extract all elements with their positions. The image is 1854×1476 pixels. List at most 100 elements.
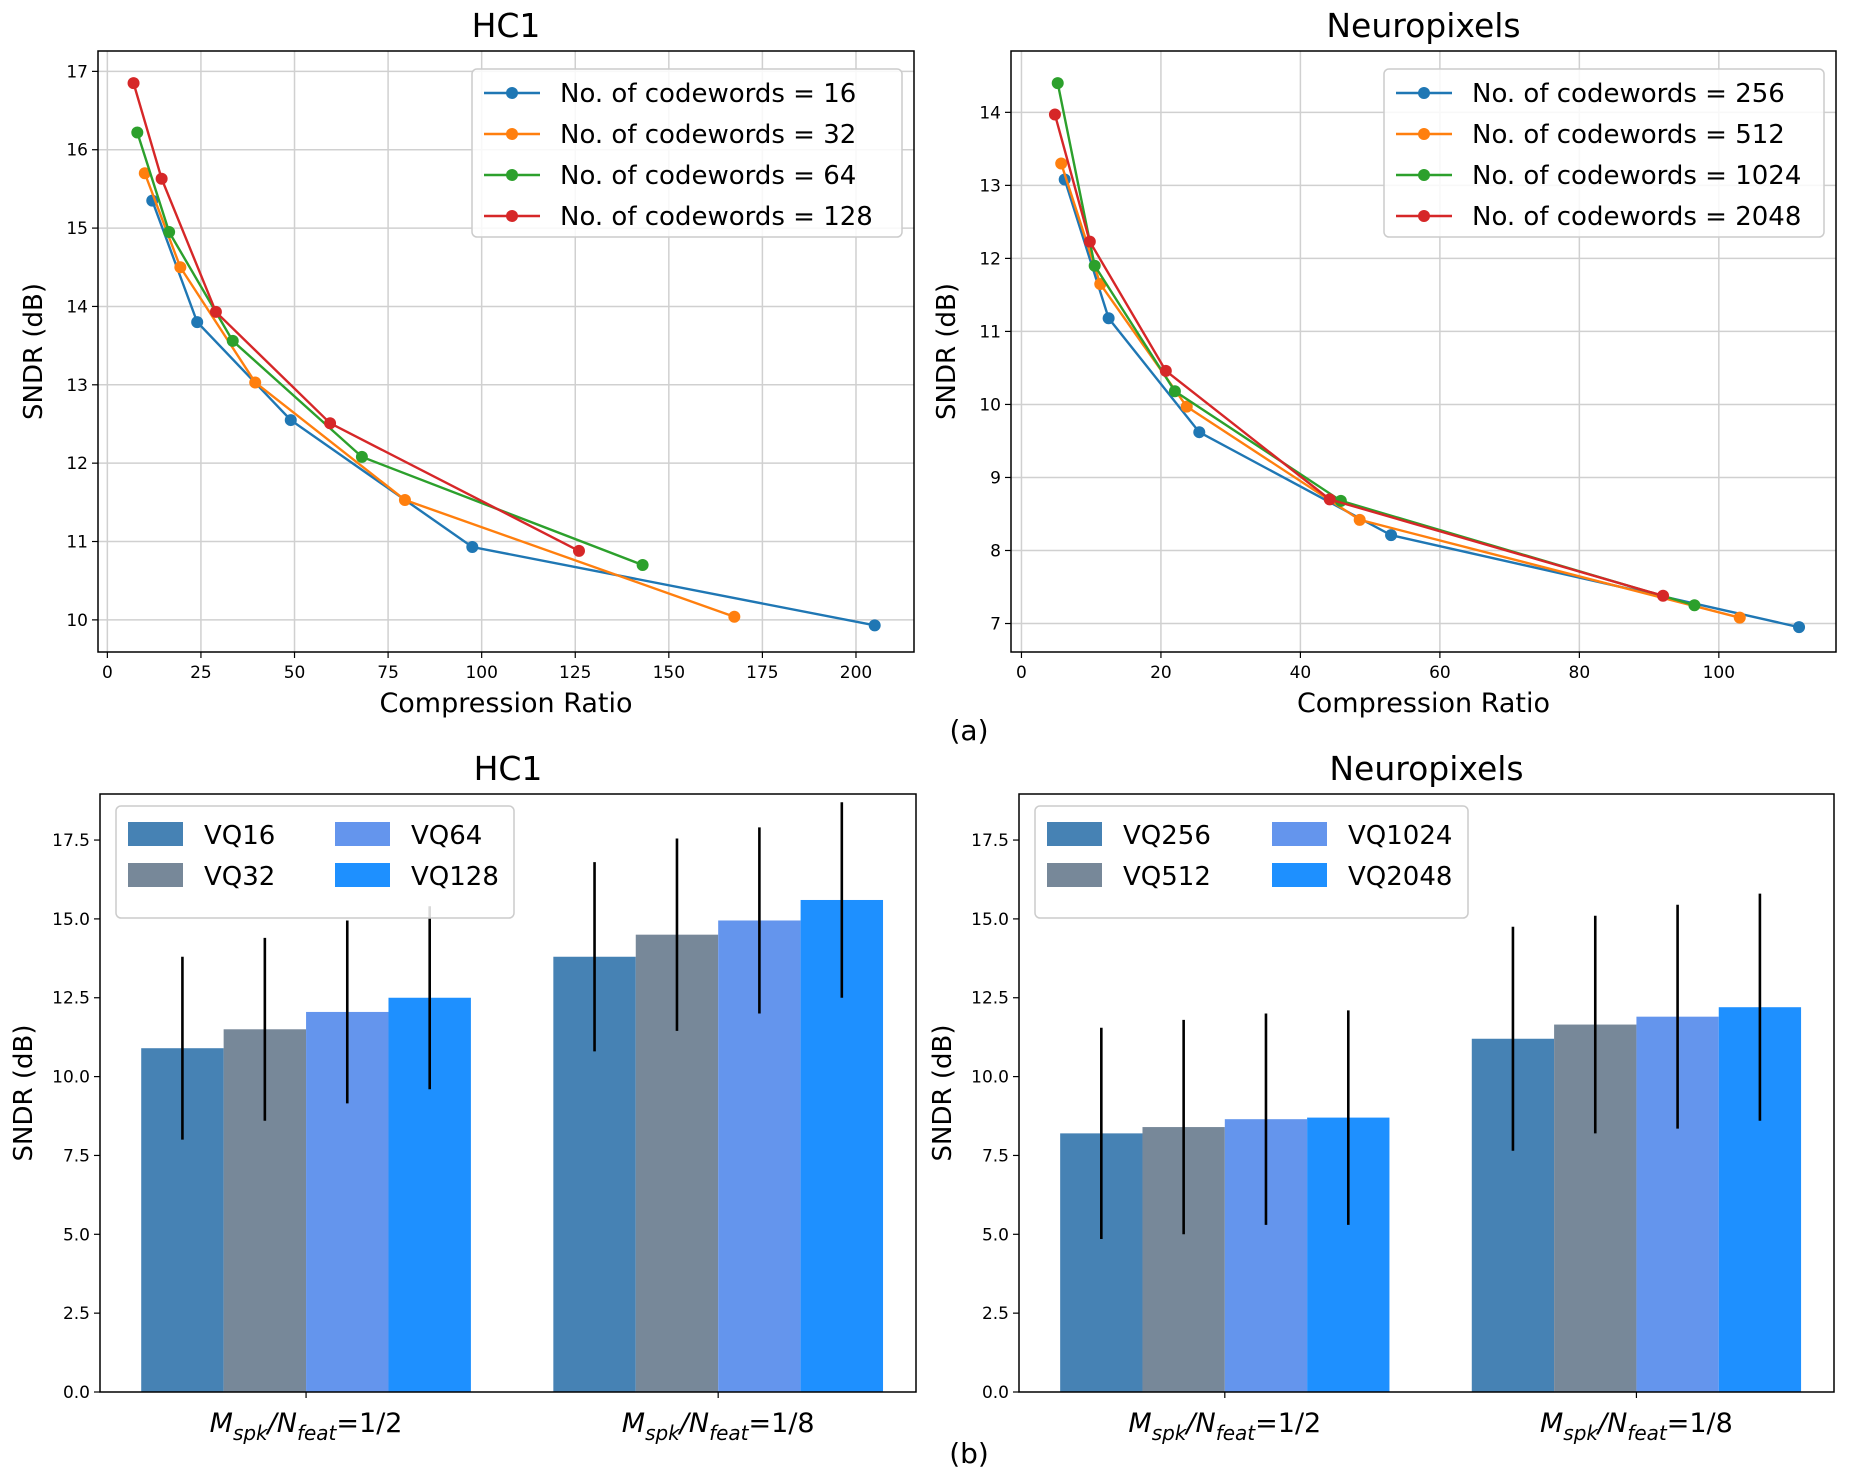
- chart-3: HC1 SNDR (dB) 0.0 2.5 5.0 7.5 10.0 12.5 15.0 17.5…: [9, 749, 917, 1445]
- y-tick-label: 12.5: [971, 989, 1009, 1009]
- legend-swatch: [128, 822, 183, 846]
- legend-marker: [506, 169, 518, 181]
- data-point: [1051, 77, 1064, 90]
- data-point: [572, 544, 585, 557]
- x-tick-label: 25: [190, 663, 212, 683]
- chart-title: HC1: [474, 749, 543, 788]
- legend: No. of codewords = 256 No. of codewords =…: [1383, 68, 1825, 238]
- legend-entry: VQ512: [1123, 862, 1211, 892]
- legend-swatch: [1272, 822, 1327, 846]
- y-tick-label: 14: [979, 103, 1001, 123]
- y-tick-label: 16: [66, 141, 88, 161]
- legend-swatch: [335, 822, 390, 846]
- data-point: [1353, 513, 1366, 526]
- x-tick-label-part: /N: [1184, 1408, 1215, 1439]
- y-tick-label: 13: [979, 176, 1001, 196]
- data-point: [636, 559, 649, 572]
- x-tick-label-part: M: [1128, 1408, 1151, 1439]
- x-tick-label: 100: [1703, 663, 1735, 683]
- axes-frame: [97, 50, 915, 653]
- y-tick-label: 11: [66, 533, 88, 553]
- legend-marker: [1418, 169, 1430, 181]
- legend-entry: No. of codewords = 32: [560, 120, 856, 150]
- series-line-1: [151, 200, 875, 627]
- x-tick-label-part: /N: [1596, 1408, 1627, 1439]
- legend-swatch: [128, 863, 183, 887]
- x-tick-label-part: /N: [266, 1408, 297, 1439]
- y-axis-label: SNDR (dB): [932, 283, 962, 420]
- y-tick-label: 9: [990, 468, 1001, 488]
- legend-entry: No. of codewords = 128: [560, 202, 873, 232]
- y-tick-label: 17.5: [971, 831, 1009, 851]
- legend-entry: VQ256: [1123, 821, 1211, 851]
- x-tick-label: 175: [746, 663, 778, 683]
- series-line-1: [1063, 179, 1800, 629]
- legend-frame: [471, 68, 903, 238]
- x-tick-label: 0: [1016, 663, 1027, 683]
- x-tick-label-part: M: [210, 1408, 233, 1439]
- legend-entry: No. of codewords = 2048: [1472, 202, 1801, 232]
- x-tick-label-part: =1/8: [749, 1408, 815, 1439]
- x-tick-label-part: M: [1540, 1408, 1563, 1439]
- y-tick-label: 0.0: [63, 1383, 90, 1403]
- x-tick-label-part: /N: [678, 1408, 709, 1439]
- legend-marker: [506, 128, 518, 140]
- y-tick-label: 7.5: [63, 1146, 90, 1166]
- data-point: [728, 610, 741, 623]
- y-tick-label: 14: [66, 297, 88, 317]
- data-point: [1102, 312, 1115, 325]
- y-axis-label: SNDR (dB): [928, 1025, 958, 1162]
- x-tick-label: 40: [1290, 663, 1312, 683]
- x-tick-label-part: feat: [1216, 1421, 1257, 1445]
- y-tick-label: 5.0: [63, 1225, 90, 1245]
- data-point: [324, 417, 337, 430]
- data-point: [1048, 108, 1061, 121]
- x-tick-label-part: =1/2: [1255, 1408, 1321, 1439]
- legend-entry: No. of codewords = 64: [560, 161, 856, 191]
- legend-entry: VQ2048: [1348, 862, 1452, 892]
- legend-entry: No. of codewords = 16: [560, 79, 856, 109]
- data-point: [226, 334, 239, 347]
- legend-frame: [115, 805, 515, 919]
- y-tick-label: 12.5: [52, 989, 90, 1009]
- x-axis-label: Compression Ratio: [379, 688, 632, 719]
- chart-title: Neuropixels: [1329, 749, 1523, 788]
- x-tick-label-part: spk: [1152, 1421, 1188, 1445]
- x-tick-label-part: M: [622, 1408, 645, 1439]
- y-axis-label: SNDR (dB): [19, 283, 49, 420]
- chart-2: Neuropixels SNDR (dB) 0 20 40 60 80 100 7 8 9 10 11 1…: [932, 6, 1837, 719]
- data-point: [174, 261, 187, 274]
- x-tick-label: 50: [284, 663, 306, 683]
- y-tick-label: 12: [979, 249, 1001, 269]
- legend-marker: [506, 87, 518, 99]
- legend-marker: [1418, 128, 1430, 140]
- data-point: [1159, 364, 1172, 377]
- data-point: [466, 541, 479, 554]
- y-tick-label: 2.5: [982, 1304, 1009, 1324]
- y-tick-label: 12: [66, 454, 88, 474]
- x-tick-label-part: spk: [233, 1421, 269, 1445]
- y-tick-label: 7.5: [982, 1146, 1009, 1166]
- data-point: [355, 450, 368, 463]
- y-axis-label: SNDR (dB): [9, 1025, 39, 1162]
- x-tick-label: 125: [559, 663, 591, 683]
- chart-title: HC1: [472, 6, 541, 45]
- data-point: [1793, 621, 1806, 634]
- axes-frame: [1010, 50, 1837, 653]
- legend-marker: [506, 210, 518, 222]
- y-tick-label: 0.0: [982, 1383, 1009, 1403]
- x-tick-label: 75: [377, 663, 399, 683]
- x-tick-label: Mspk/Nfeat=1/2: [210, 1408, 403, 1445]
- y-tick-label: 13: [66, 376, 88, 396]
- y-tick-label: 5.0: [982, 1225, 1009, 1245]
- y-tick-label: 10.0: [52, 1068, 90, 1088]
- x-tick-label-part: spk: [1563, 1421, 1599, 1445]
- legend-marker: [1418, 210, 1430, 222]
- data-point: [155, 172, 168, 185]
- x-tick-label: 20: [1150, 663, 1172, 683]
- data-point: [1168, 385, 1181, 398]
- data-point: [163, 226, 176, 239]
- legend: VQ256 VQ512 VQ1024 VQ2048: [1034, 805, 1469, 919]
- data-point: [868, 619, 881, 632]
